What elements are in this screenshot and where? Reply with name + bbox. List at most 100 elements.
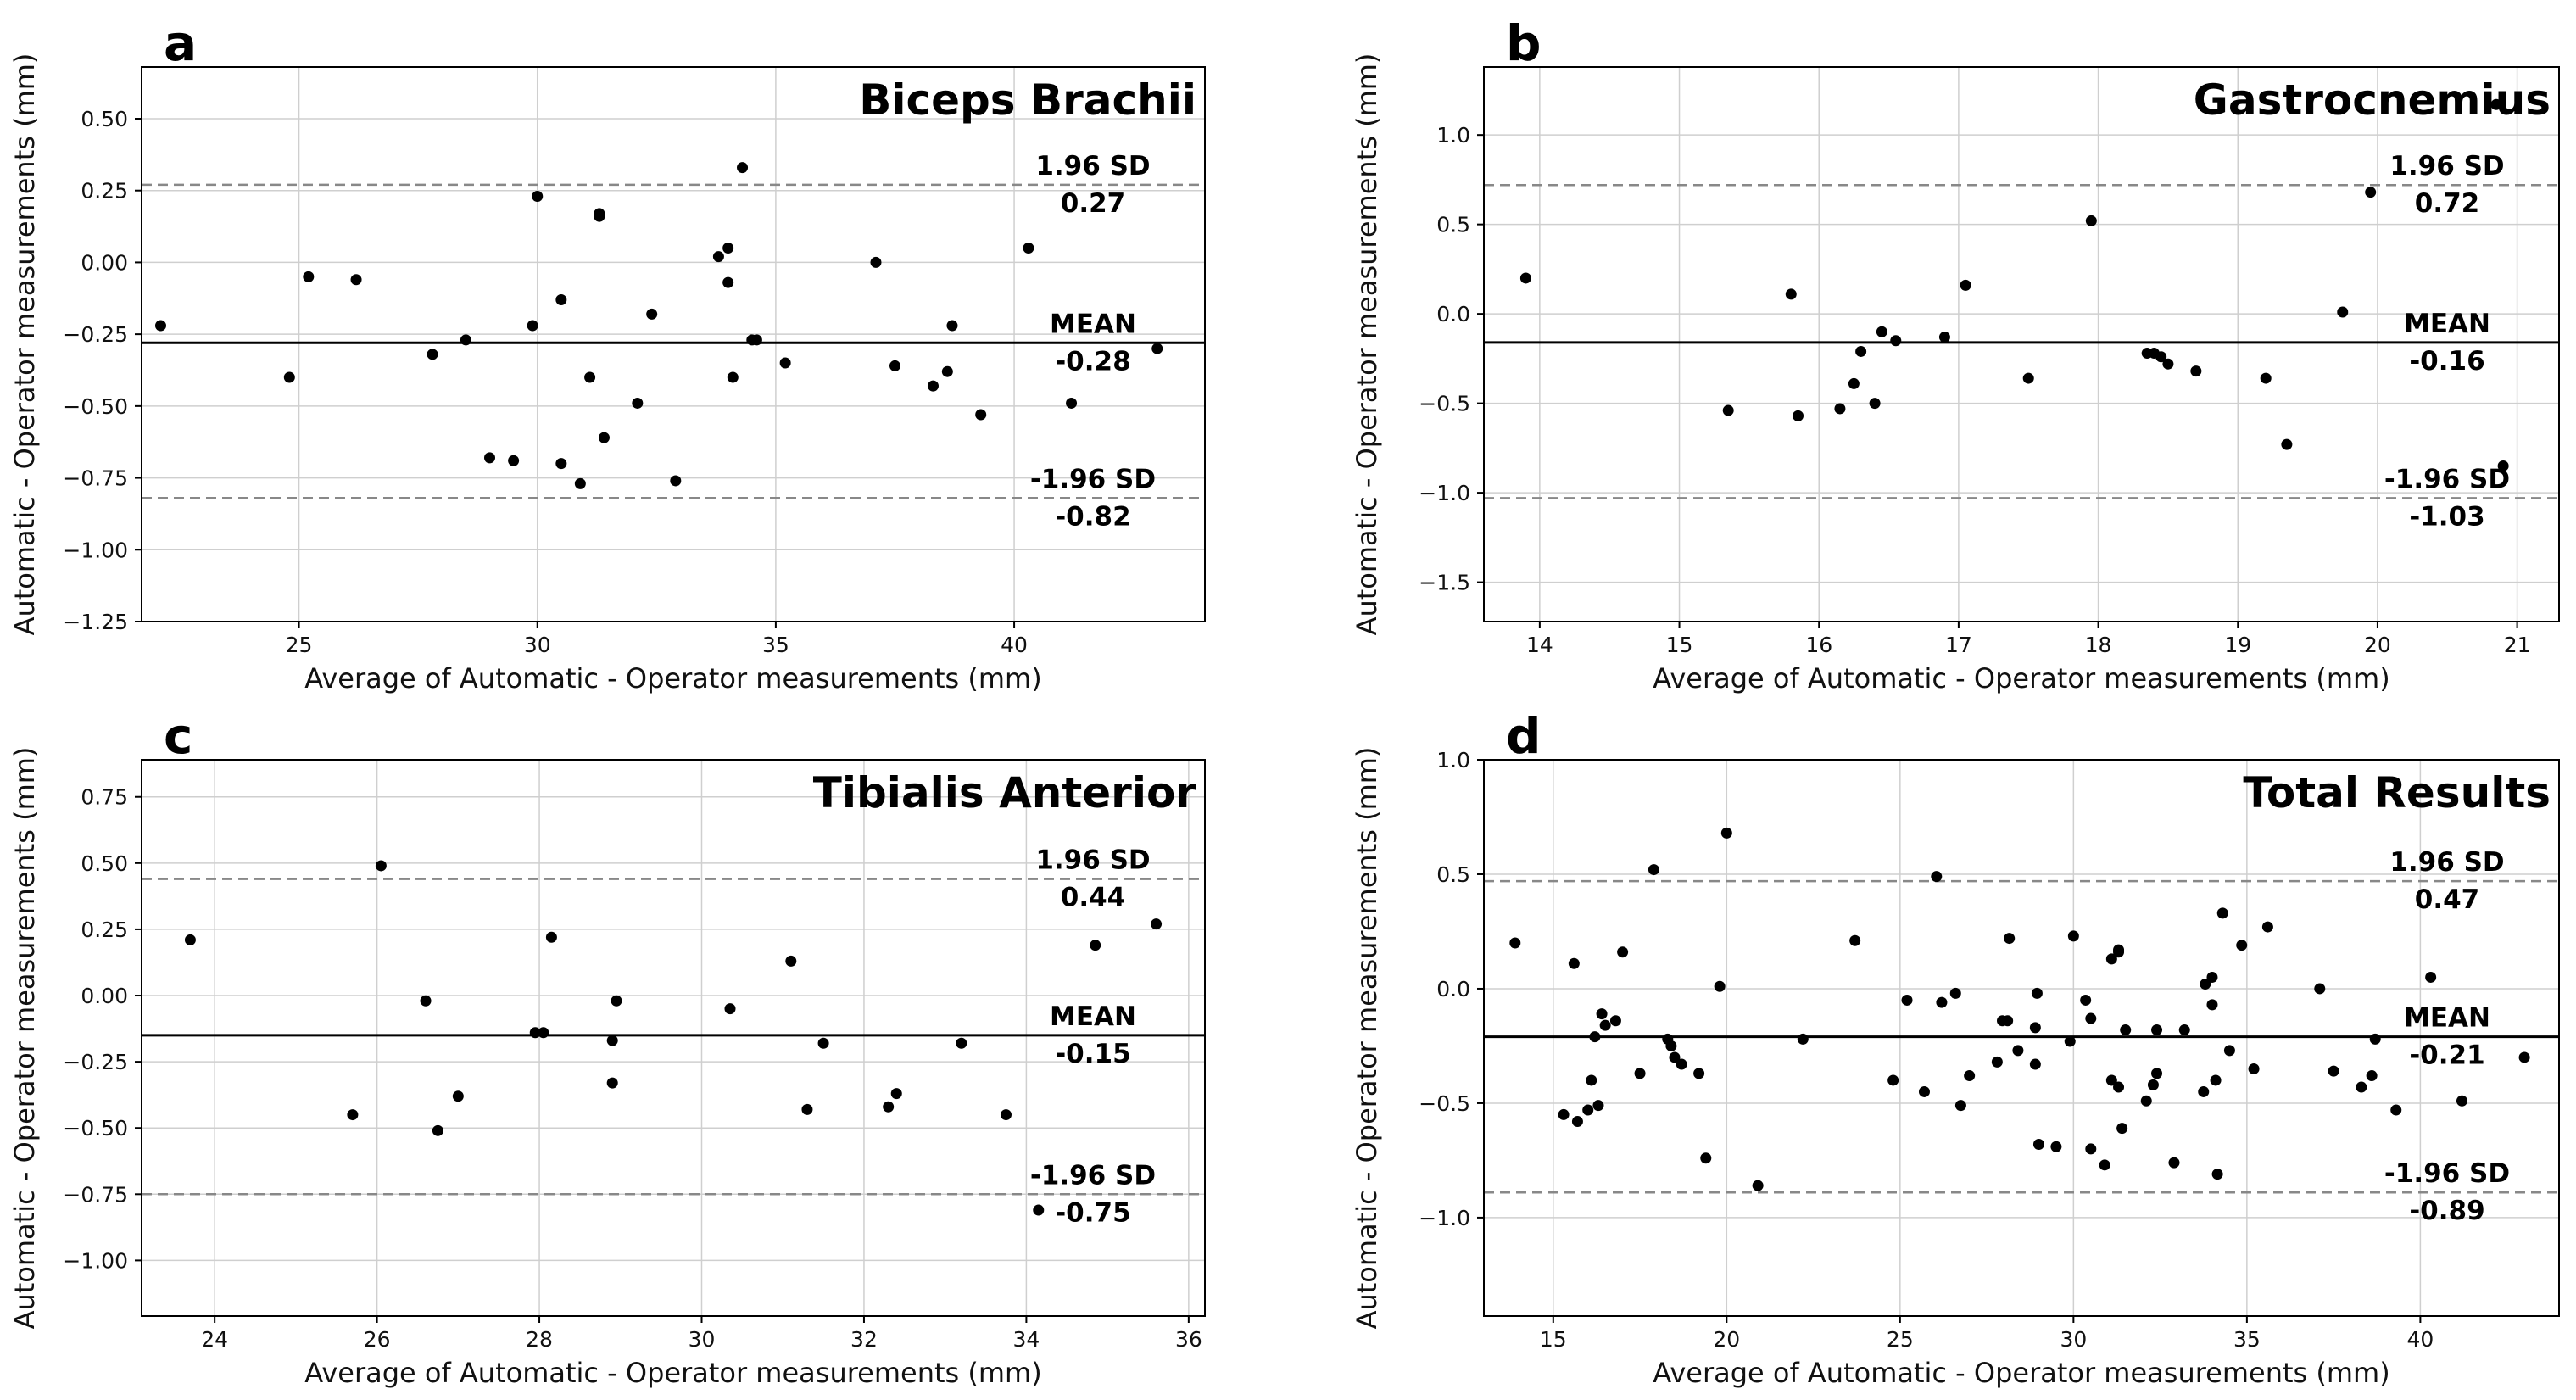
data-point (375, 860, 387, 872)
data-point (1714, 980, 1726, 992)
data-point (2216, 907, 2228, 919)
data-point (1793, 410, 1804, 421)
y-axis-label: Automatic - Operator measurements (mm) (8, 53, 41, 636)
data-point (452, 1090, 464, 1102)
data-point (611, 995, 622, 1007)
data-point (2211, 1169, 2223, 1180)
y-tick-label: −0.5 (1419, 1091, 1470, 1116)
data-point (1693, 1068, 1705, 1079)
x-tick-label: 25 (1887, 1327, 1914, 1352)
y-tick-label: 0.0 (1436, 977, 1470, 1001)
panel-letter: c (164, 707, 192, 765)
x-tick-label: 14 (1526, 633, 1553, 657)
data-point (1000, 1109, 1012, 1121)
data-point (1589, 1031, 1601, 1043)
data-point (1931, 871, 1943, 883)
y-axis-label: Automatic - Operator measurements (mm) (1351, 53, 1383, 636)
data-point (2067, 930, 2079, 942)
x-axis-label: Average of Automatic - Operator measurem… (304, 662, 1041, 694)
data-point (2223, 1045, 2235, 1057)
data-point (1722, 404, 1734, 416)
data-point (1834, 403, 1846, 415)
data-point (2029, 1022, 2041, 1034)
upper-loa-label: 1.96 SD (1035, 845, 1150, 876)
data-point (1876, 326, 1887, 337)
upper-loa-label: 1.96 SD (1035, 151, 1150, 181)
data-point (2151, 1068, 2163, 1079)
data-point (1519, 272, 1531, 284)
data-point (2155, 351, 2167, 363)
data-point (1617, 946, 1629, 958)
mean-value: -0.28 (1055, 346, 1130, 376)
data-point (889, 360, 900, 371)
data-point (2200, 979, 2211, 990)
data-point (2190, 365, 2202, 377)
y-tick-label: −0.50 (63, 1116, 128, 1141)
data-point (1676, 1058, 1687, 1070)
x-tick-label: 26 (364, 1327, 391, 1352)
data-point (1571, 1116, 1583, 1128)
y-tick-label: 0.5 (1436, 213, 1470, 237)
y-tick-label: −1.25 (63, 610, 128, 634)
plot-frame (1483, 66, 2560, 622)
data-point (1869, 398, 1881, 410)
y-tick-label: −0.25 (63, 322, 128, 347)
upper-loa-label: 1.96 SD (2389, 151, 2504, 181)
data-point (1586, 1074, 1597, 1086)
mean-label: MEAN (2404, 309, 2490, 339)
y-tick-label: −0.5 (1419, 392, 1470, 416)
panel-c: 24 26 28 30 32 34 36 −1.00 −0.75 −0.50 −0.25 0.00 0.… (8, 707, 1206, 1389)
x-tick-label: 20 (2364, 633, 2391, 657)
data-point (956, 1037, 967, 1049)
data-point (722, 242, 734, 254)
data-point (2022, 372, 2034, 384)
data-point (1609, 1015, 1621, 1027)
data-point (2085, 1012, 2097, 1024)
data-point (2248, 1063, 2260, 1074)
x-tick-label: 30 (524, 633, 551, 657)
data-point (2366, 1070, 2378, 1082)
panel-title: Gastrocnemius (2194, 75, 2551, 125)
panel-letter: a (164, 14, 197, 72)
data-point (2328, 1065, 2339, 1077)
data-point (2004, 933, 2016, 945)
x-tick-label: 32 (850, 1327, 878, 1352)
data-point (712, 251, 724, 263)
data-point (2490, 98, 2502, 110)
plot-frame (141, 759, 1206, 1317)
y-tick-label: −1.5 (1419, 571, 1470, 595)
x-tick-label: 35 (2233, 1327, 2261, 1352)
x-axis-label: Average of Automatic - Operator measurem… (304, 1357, 1041, 1389)
data-point (1785, 288, 1797, 300)
panel-letter: b (1506, 14, 1542, 72)
data-point (2162, 358, 2174, 370)
data-point (1720, 827, 1732, 839)
y-tick-label: 1.0 (1436, 748, 1470, 773)
data-point (594, 208, 605, 220)
data-point (2425, 971, 2437, 983)
x-tick-label: 25 (286, 633, 313, 657)
data-point (2147, 1079, 2159, 1090)
upper-loa-value: 0.72 (2415, 188, 2480, 219)
data-point (724, 1003, 736, 1015)
y-tick-label: 1.0 (1436, 123, 1470, 148)
data-point (283, 371, 295, 383)
data-point (646, 308, 658, 320)
data-point (427, 349, 438, 360)
x-tick-label: 30 (689, 1327, 716, 1352)
data-point (1596, 1008, 1608, 1020)
data-point (545, 931, 557, 943)
data-point (785, 955, 797, 967)
data-point (527, 320, 538, 332)
data-point (2113, 944, 2125, 956)
data-point (1509, 937, 1521, 949)
x-tick-label: 21 (2504, 633, 2531, 657)
y-tick-label: −1.00 (63, 538, 128, 562)
data-point (1634, 1068, 1646, 1079)
data-point (303, 271, 315, 282)
x-tick-label: 15 (1666, 633, 1693, 657)
data-point (154, 320, 166, 332)
data-point (870, 256, 882, 268)
mean-value: -0.21 (2409, 1040, 2484, 1071)
